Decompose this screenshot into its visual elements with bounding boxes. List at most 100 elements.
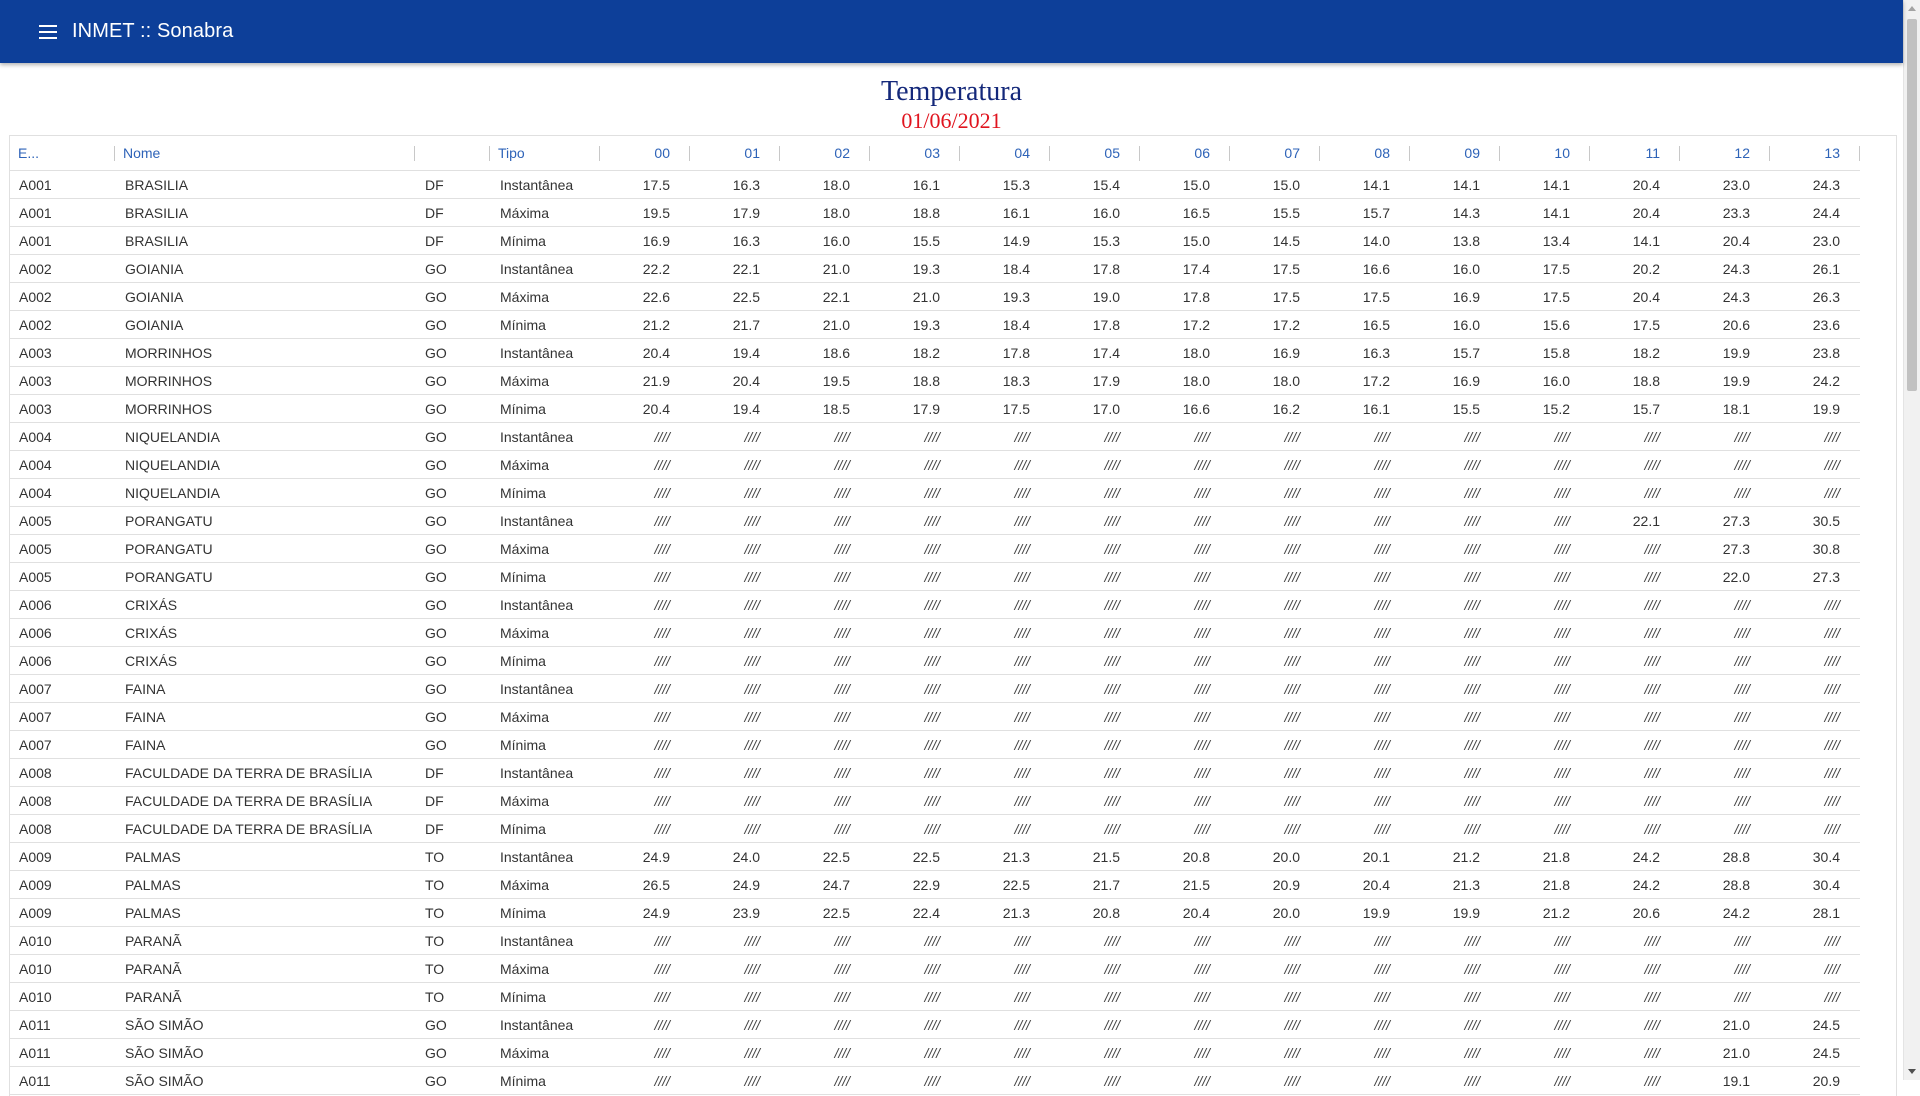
cell-hour-value: 20.9 [1770,1066,1860,1095]
header-hour-08[interactable]: 08 [1320,136,1410,171]
header-hour-03[interactable]: 03 [870,136,960,171]
cell-station-code: A011 [10,1038,115,1067]
header-station[interactable]: E... [10,136,115,171]
cell-tipo: Instantânea [490,422,600,451]
scroll-up-arrow-icon[interactable] [1904,0,1920,17]
cell-hour-value: //// [1320,758,1410,787]
cell-hour-value: //// [1140,730,1230,759]
cell-station-name: FACULDADE DA TERRA DE BRASÍLIA [115,814,415,843]
cell-hour-value: 16.0 [780,226,870,255]
cell-hour-value: 20.1 [1320,842,1410,871]
cell-hour-value: //// [960,982,1050,1011]
column-separator[interactable] [599,146,600,161]
scroll-down-arrow-icon[interactable] [1904,1063,1920,1080]
column-separator[interactable] [1589,146,1590,161]
column-separator[interactable] [1409,146,1410,161]
table-row: A002 GOIANIA GO Máxima 22.6 22.5 22.1 21.0 19.3 1… [10,282,1860,311]
cell-hour-value: //// [1230,1038,1320,1067]
cell-hour-value: //// [690,562,780,591]
scrollbar-thumb[interactable] [1907,19,1917,391]
cell-hour-value: //// [1320,786,1410,815]
column-separator[interactable] [779,146,780,161]
cell-station-name: CRIXÁS [115,618,415,647]
cell-hour-value: //// [780,506,870,535]
menu-icon[interactable] [32,16,64,48]
column-separator[interactable] [1859,146,1860,161]
cell-hour-value: //// [1680,954,1770,983]
header-hour-05[interactable]: 05 [1050,136,1140,171]
table-row: A003 MORRINHOS GO Mínima 20.4 19.4 18.5 17.9 17.… [10,394,1860,423]
column-separator[interactable] [869,146,870,161]
table-row: A008 FACULDADE DA TERRA DE BRASÍLIA DF Máxi… [10,786,1860,815]
header-hour-11[interactable]: 11 [1590,136,1680,171]
cell-uf: TO [415,842,490,871]
cell-hour-value: 19.3 [870,310,960,339]
column-separator[interactable] [114,146,115,161]
cell-hour-value: //// [960,674,1050,703]
header-hour-00[interactable]: 00 [600,136,690,171]
cell-hour-value: 17.2 [1140,310,1230,339]
header-hour-07[interactable]: 07 [1230,136,1320,171]
column-separator[interactable] [1319,146,1320,161]
header-hour-02[interactable]: 02 [780,136,870,171]
cell-station-name: FACULDADE DA TERRA DE BRASÍLIA [115,758,415,787]
cell-hour-value: 30.4 [1770,842,1860,871]
column-separator[interactable] [689,146,690,161]
cell-hour-value: 16.0 [1050,198,1140,227]
column-separator[interactable] [1679,146,1680,161]
cell-hour-value: //// [600,646,690,675]
header-hour-10[interactable]: 10 [1500,136,1590,171]
cell-hour-value: 17.8 [1050,310,1140,339]
column-separator[interactable] [1139,146,1140,161]
cell-hour-value: //// [1050,478,1140,507]
cell-hour-value: 24.3 [1680,254,1770,283]
cell-hour-value: 22.1 [1590,506,1680,535]
column-separator[interactable] [414,146,415,161]
cell-hour-value: 23.6 [1770,310,1860,339]
table-row: A003 MORRINHOS GO Instantânea 20.4 19.4 18.6 18… [10,338,1860,367]
cell-hour-value: //// [1320,814,1410,843]
column-separator[interactable] [1499,146,1500,161]
column-separator[interactable] [1049,146,1050,161]
cell-hour-value: //// [960,1038,1050,1067]
cell-uf: TO [415,982,490,1011]
cell-hour-value: 20.4 [1680,226,1770,255]
cell-tipo: Mínima [490,478,600,507]
cell-hour-value: 20.4 [600,338,690,367]
cell-station-name: PALMAS [115,870,415,899]
cell-hour-value: //// [870,506,960,535]
column-separator[interactable] [1229,146,1230,161]
cell-hour-value: 21.7 [690,310,780,339]
column-separator[interactable] [1769,146,1770,161]
cell-hour-value: 17.4 [1140,254,1230,283]
cell-uf: GO [415,618,490,647]
cell-hour-value: //// [780,618,870,647]
cell-hour-value: 15.0 [1140,170,1230,199]
cell-station-code: A004 [10,422,115,451]
header-label: 00 [654,145,670,161]
cell-uf: TO [415,898,490,927]
column-separator[interactable] [489,146,490,161]
header-uf[interactable] [415,136,490,171]
column-separator[interactable] [959,146,960,161]
cell-station-code: A011 [10,1010,115,1039]
header-hour-06[interactable]: 06 [1140,136,1230,171]
header-hour-01[interactable]: 01 [690,136,780,171]
header-hour-12[interactable]: 12 [1680,136,1770,171]
header-hour-09[interactable]: 09 [1410,136,1500,171]
cell-hour-value: 20.8 [1050,898,1140,927]
header-hour-04[interactable]: 04 [960,136,1050,171]
cell-tipo: Instantânea [490,506,600,535]
cell-hour-value: //// [1590,1038,1680,1067]
cell-uf: DF [415,170,490,199]
vertical-scrollbar[interactable] [1903,0,1920,1080]
header-name[interactable]: Nome [115,136,415,171]
cell-hour-value: 17.4 [1050,338,1140,367]
header-hour-13[interactable]: 13 [1770,136,1860,171]
header-tipo[interactable]: Tipo [490,136,600,171]
header-label: 02 [834,145,850,161]
cell-hour-value: //// [1320,954,1410,983]
cell-hour-value: 21.0 [1680,1010,1770,1039]
cell-hour-value: 18.8 [1590,366,1680,395]
cell-hour-value: //// [1230,954,1320,983]
